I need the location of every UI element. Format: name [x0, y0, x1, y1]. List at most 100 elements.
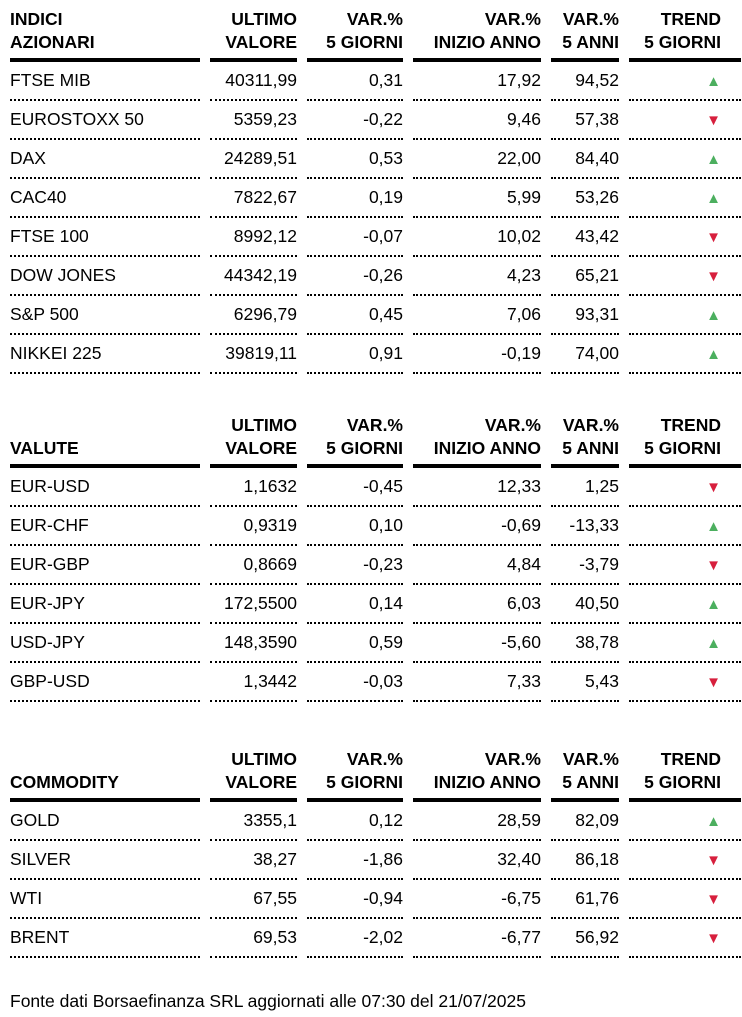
- var-5d-value: 0,10: [307, 507, 403, 546]
- trend-cell: ▲: [629, 179, 741, 218]
- instrument-name: GOLD: [10, 802, 200, 841]
- last-value: 1,1632: [210, 468, 297, 507]
- column-header-line: VAR.%: [484, 9, 541, 29]
- trend-down-icon: ▼: [706, 891, 721, 908]
- var-5y-value: 38,78: [551, 624, 619, 663]
- trend-cell: ▲: [629, 624, 741, 663]
- var-5y-value: 61,76: [551, 880, 619, 919]
- table-row: EUR-GBP 0,8669 -0,23 4,84 -3,79 ▼: [10, 546, 741, 585]
- trend-cell: ▼: [629, 257, 741, 296]
- column-header-line: VALORE: [225, 772, 297, 792]
- trend-cell: ▲: [629, 507, 741, 546]
- column-header-line: VAR.%: [484, 749, 541, 769]
- var-5y-value: 74,00: [551, 335, 619, 374]
- var-ytd-value: 4,84: [413, 546, 541, 585]
- column-header-var-ytd: VAR.% INIZIO ANNO: [413, 8, 541, 62]
- var-5d-value: 0,12: [307, 802, 403, 841]
- last-value: 5359,23: [210, 101, 297, 140]
- trend-cell: ▲: [629, 296, 741, 335]
- var-5d-value: -0,23: [307, 546, 403, 585]
- column-header-line: TREND: [660, 749, 721, 769]
- var-ytd-value: -0,19: [413, 335, 541, 374]
- instrument-name: EUR-GBP: [10, 546, 200, 585]
- column-header-var-5y: VAR.% 5 ANNI: [551, 748, 619, 802]
- table-row: S&P 500 6296,79 0,45 7,06 93,31 ▲: [10, 296, 741, 335]
- var-ytd-value: 7,06: [413, 296, 541, 335]
- trend-cell: ▼: [629, 468, 741, 507]
- table-title-cell: COMMODITY: [10, 748, 200, 802]
- trend-cell: ▼: [629, 880, 741, 919]
- last-value: 8992,12: [210, 218, 297, 257]
- table-row: EUROSTOXX 50 5359,23 -0,22 9,46 57,38 ▼: [10, 101, 741, 140]
- trend-cell: ▲: [629, 585, 741, 624]
- var-5y-value: 53,26: [551, 179, 619, 218]
- column-header-line: VALORE: [225, 438, 297, 458]
- var-5y-value: 93,31: [551, 296, 619, 335]
- commodities-table: COMMODITY ULTIMO VALORE VAR.% 5 GIORNI V…: [10, 748, 741, 958]
- trend-down-icon: ▼: [706, 479, 721, 496]
- column-header-line: 5 GIORNI: [326, 438, 403, 458]
- last-value: 40311,99: [210, 62, 297, 101]
- table-title-cell: INDICI AZIONARI: [10, 8, 200, 62]
- var-5d-value: 0,19: [307, 179, 403, 218]
- var-ytd-value: -6,77: [413, 919, 541, 958]
- instrument-name: BRENT: [10, 919, 200, 958]
- column-header-line: 5 ANNI: [562, 32, 619, 52]
- column-header-var-ytd: VAR.% INIZIO ANNO: [413, 414, 541, 468]
- instrument-name: S&P 500: [10, 296, 200, 335]
- trend-down-icon: ▼: [706, 229, 721, 246]
- var-5y-value: 56,92: [551, 919, 619, 958]
- trend-up-icon: ▲: [706, 596, 721, 613]
- table-title-cell: VALUTE: [10, 414, 200, 468]
- var-5y-value: -3,79: [551, 546, 619, 585]
- last-value: 3355,1: [210, 802, 297, 841]
- column-header-last-value: ULTIMO VALORE: [210, 748, 297, 802]
- last-value: 7822,67: [210, 179, 297, 218]
- column-header-line: VAR.%: [346, 749, 403, 769]
- var-ytd-value: 6,03: [413, 585, 541, 624]
- instrument-name: EUR-USD: [10, 468, 200, 507]
- trend-cell: ▼: [629, 919, 741, 958]
- instrument-name: EUROSTOXX 50: [10, 101, 200, 140]
- var-5d-value: -0,03: [307, 663, 403, 702]
- column-header-last-value: ULTIMO VALORE: [210, 414, 297, 468]
- instrument-name: EUR-JPY: [10, 585, 200, 624]
- var-5d-value: 0,53: [307, 140, 403, 179]
- table-row: BRENT 69,53 -2,02 -6,77 56,92 ▼: [10, 919, 741, 958]
- var-5y-value: 43,42: [551, 218, 619, 257]
- instrument-name: EUR-CHF: [10, 507, 200, 546]
- var-5d-value: -0,45: [307, 468, 403, 507]
- last-value: 172,5500: [210, 585, 297, 624]
- instrument-name: WTI: [10, 880, 200, 919]
- table-row: USD-JPY 148,3590 0,59 -5,60 38,78 ▲: [10, 624, 741, 663]
- column-header-line: 5 GIORNI: [326, 32, 403, 52]
- instrument-name: GBP-USD: [10, 663, 200, 702]
- var-ytd-value: 9,46: [413, 101, 541, 140]
- trend-cell: ▼: [629, 841, 741, 880]
- last-value: 44342,19: [210, 257, 297, 296]
- var-ytd-value: 28,59: [413, 802, 541, 841]
- trend-up-icon: ▲: [706, 518, 721, 535]
- var-5d-value: 0,45: [307, 296, 403, 335]
- var-5d-value: -0,22: [307, 101, 403, 140]
- trend-down-icon: ▼: [706, 268, 721, 285]
- trend-cell: ▲: [629, 62, 741, 101]
- table-row: FTSE MIB 40311,99 0,31 17,92 94,52 ▲: [10, 62, 741, 101]
- trend-down-icon: ▼: [706, 852, 721, 869]
- last-value: 39819,11: [210, 335, 297, 374]
- column-header-line: VAR.%: [562, 9, 619, 29]
- column-header-line: ULTIMO: [231, 415, 297, 435]
- table-row: EUR-JPY 172,5500 0,14 6,03 40,50 ▲: [10, 585, 741, 624]
- column-header-line: INIZIO ANNO: [433, 32, 541, 52]
- var-ytd-value: 12,33: [413, 468, 541, 507]
- table-row: DOW JONES 44342,19 -0,26 4,23 65,21 ▼: [10, 257, 741, 296]
- var-ytd-value: 4,23: [413, 257, 541, 296]
- trend-down-icon: ▼: [706, 112, 721, 129]
- last-value: 0,8669: [210, 546, 297, 585]
- table-title-top: [10, 414, 200, 437]
- column-header-line: VAR.%: [562, 415, 619, 435]
- column-header-line: VAR.%: [346, 415, 403, 435]
- var-5d-value: -0,26: [307, 257, 403, 296]
- column-header-line: INIZIO ANNO: [433, 772, 541, 792]
- trend-cell: ▼: [629, 663, 741, 702]
